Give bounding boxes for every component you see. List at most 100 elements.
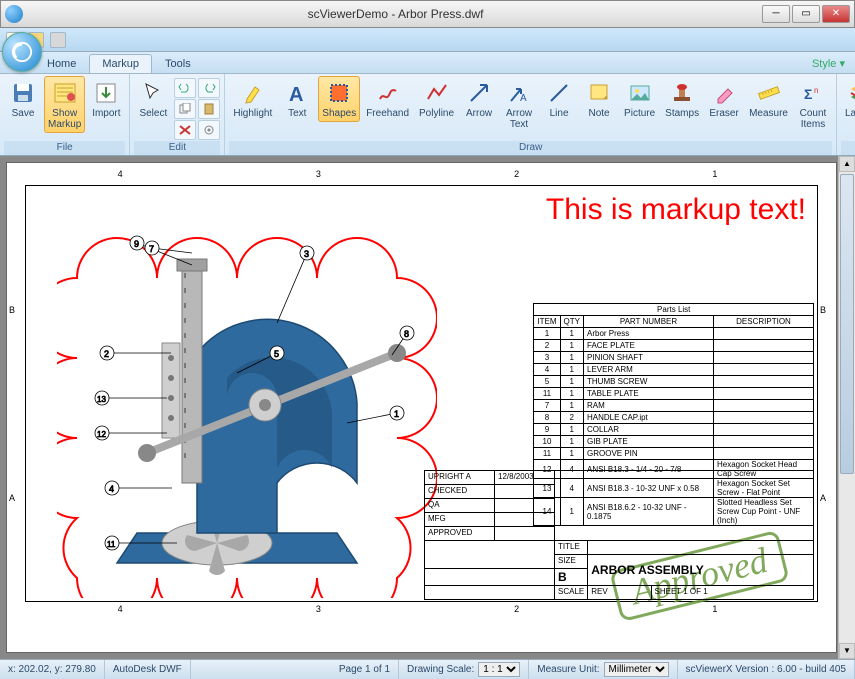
document-area[interactable]: 4321 4321 BA BA This is markup text! [0,156,855,659]
table-row: 41LEVER ARM [534,364,814,376]
svg-text:2: 2 [104,349,109,359]
count-button[interactable]: ΣnCount Items [794,76,832,133]
scroll-thumb[interactable] [840,174,854,474]
table-row: 21FACE PLATE [534,340,814,352]
svg-text:n: n [814,86,818,95]
polyline-icon [423,79,451,107]
ribbon-tabs: Home Markup Tools Style ▾ [0,52,855,74]
select-button[interactable]: Select [134,76,172,122]
ribbon-group-edit: Select Edit [130,74,225,155]
paste-button[interactable] [198,99,220,119]
measure-button[interactable]: Measure [745,76,792,122]
status-page: Page 1 of 1 [331,660,399,679]
style-dropdown[interactable]: Style ▾ [802,54,855,73]
eraser-button[interactable]: Eraser [705,76,743,122]
status-coords: x: 202.02, y: 279.80 [0,660,105,679]
undo-button[interactable] [174,78,196,98]
scroll-up-button[interactable]: ▲ [839,156,855,172]
ribbon-group-draw: Highlight AText Shapes Freehand Polyline… [225,74,837,155]
tab-markup[interactable]: Markup [89,54,152,73]
line-icon [545,79,573,107]
save-button[interactable]: Save [4,76,42,122]
layers-button[interactable]: Layers [841,76,855,122]
count-icon: Σn [799,79,827,107]
polyline-button[interactable]: Polyline [415,76,458,122]
table-row: 111GROOVE PIN [534,448,814,460]
qat-print-icon[interactable] [50,32,66,48]
stamps-icon [668,79,696,107]
highlight-button[interactable]: Highlight [229,76,276,122]
table-row: 11Arbor Press [534,328,814,340]
picture-icon [626,79,654,107]
quick-access-toolbar [0,28,855,52]
svg-text:13: 13 [97,395,106,404]
scroll-down-button[interactable]: ▼ [839,643,855,659]
svg-text:5: 5 [274,349,279,359]
highlight-icon [239,79,267,107]
stamps-button[interactable]: Stamps [661,76,703,122]
layers-icon [846,79,855,107]
eraser-icon [710,79,738,107]
line-button[interactable]: Line [540,76,578,122]
freehand-icon [374,79,402,107]
svg-text:3: 3 [304,249,309,259]
minimize-button[interactable]: ─ [762,5,790,23]
delete-button[interactable] [174,120,196,140]
svg-text:9: 9 [134,239,139,249]
ruler-bottom: 4321 [25,604,818,618]
unit-select[interactable]: Millimeter [604,662,669,677]
ribbon: Save Show Markup Import File Select [0,74,855,156]
arrow-text-icon: A [505,79,533,107]
scale-select[interactable]: 1 : 1 [478,662,520,677]
text-button[interactable]: AText [278,76,316,122]
shapes-icon [325,79,353,107]
table-row: 111TABLE PLATE [534,388,814,400]
ruler-right: BA [820,185,834,602]
ruler-left: BA [9,185,23,602]
text-icon: A [283,79,311,107]
ribbon-group-tools: Layers XMLCreate From XML Show Next Mark… [837,74,855,155]
svg-text:8: 8 [404,329,409,339]
drawing-page: 4321 4321 BA BA This is markup text! [6,162,837,653]
vertical-scrollbar[interactable]: ▲ ▼ [838,156,855,659]
table-row: 91COLLAR [534,424,814,436]
picture-button[interactable]: Picture [620,76,659,122]
arrow-text-button[interactable]: AArrow Text [500,76,538,133]
arbor-press-drawing: 9 3 2 13 12 4 11 1 8 5 7 [77,223,417,593]
show-markup-icon [51,79,79,107]
table-row: 101GIB PLATE [534,436,814,448]
measure-icon [755,79,783,107]
app-icon [5,5,23,23]
maximize-button[interactable]: ▭ [792,5,820,23]
svg-text:1: 1 [394,409,399,419]
table-row: 31PINION SHAFT [534,352,814,364]
import-button[interactable]: Import [87,76,125,122]
markup-text-annotation[interactable]: This is markup text! [546,193,806,227]
tab-tools[interactable]: Tools [152,54,204,73]
titlebar: scViewerDemo - Arbor Press.dwf ─ ▭ ✕ [0,0,855,28]
svg-text:11: 11 [107,540,116,549]
props-button[interactable] [198,120,220,140]
arrow-button[interactable]: Arrow [460,76,498,122]
status-unit: Measure Unit: Millimeter [529,660,677,679]
svg-text:A: A [520,93,527,104]
save-icon [9,79,37,107]
table-row: 82HANDLE CAP.ipt [534,412,814,424]
svg-text:12: 12 [97,430,106,439]
close-button[interactable]: ✕ [822,5,850,23]
app-menu-button[interactable] [2,32,42,72]
status-version: scViewerX Version : 6.00 - build 405 [678,660,855,679]
redo-button[interactable] [198,78,220,98]
note-icon [585,79,613,107]
ruler-top: 4321 [25,169,818,183]
freehand-button[interactable]: Freehand [362,76,413,122]
table-row: 71RAM [534,400,814,412]
tab-home[interactable]: Home [34,54,89,73]
note-button[interactable]: Note [580,76,618,122]
show-markup-button[interactable]: Show Markup [44,76,85,133]
shapes-button[interactable]: Shapes [318,76,360,122]
copy-button[interactable] [174,99,196,119]
select-icon [139,79,167,107]
title-block: UPRIGHT A12/8/2003 CHECKED QA MFG APPROV… [424,470,814,600]
window-title: scViewerDemo - Arbor Press.dwf [29,7,762,21]
